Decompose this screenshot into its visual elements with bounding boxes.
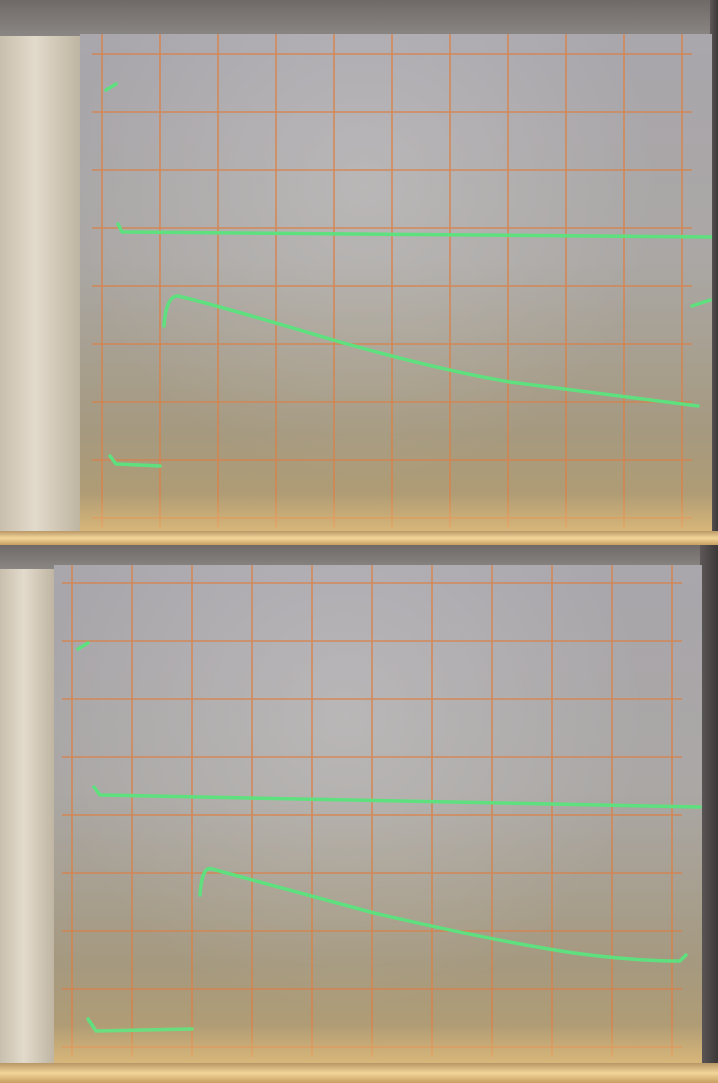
crt-screen-top: [80, 34, 712, 534]
cursor-mark: [76, 641, 90, 651]
reference-trace: [116, 222, 712, 239]
reference-trace: [92, 785, 702, 809]
graticule-grid-top: [92, 34, 712, 528]
screen-glare: [54, 1025, 702, 1065]
decay-trace-edge: [690, 298, 712, 308]
graticule-grid-bottom: [62, 565, 702, 1057]
crt-screen-bottom: [54, 565, 702, 1065]
decay-trace: [198, 866, 688, 963]
cursor-mark: [104, 82, 118, 92]
baseline-trace: [108, 454, 162, 468]
decay-trace: [162, 294, 700, 408]
scope-bezel-right: [710, 0, 718, 545]
oscilloscope-photo-top: [0, 0, 718, 545]
scope-bezel-left: [0, 545, 60, 1083]
scope-bezel-left: [0, 0, 88, 545]
scope-bezel-top: [0, 0, 718, 36]
screen-glare: [80, 494, 712, 534]
scope-bezel-bottom: [0, 1063, 718, 1083]
scope-bezel-right: [700, 545, 718, 1083]
scope-bezel-bottom: [0, 531, 718, 545]
oscilloscope-photo-bottom: [0, 545, 718, 1083]
